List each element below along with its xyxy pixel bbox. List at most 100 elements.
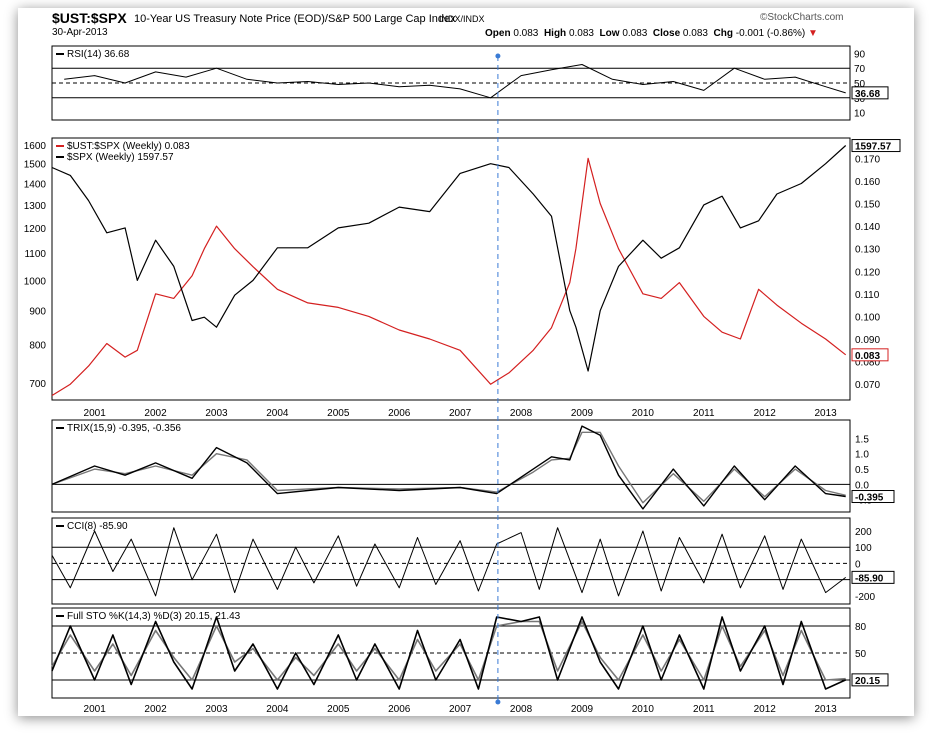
rsi-title: RSI(14) 36.68 xyxy=(67,49,130,60)
sto-current-tag-box xyxy=(851,673,889,687)
trix-tick-0.0: 0.0 xyxy=(855,480,869,491)
year-tick-top-2011: 2011 xyxy=(693,408,715,419)
year-tick-top-2010: 2010 xyxy=(632,408,655,419)
year-tick-top-2013: 2013 xyxy=(815,408,838,419)
year-tick-bottom-2010: 2010 xyxy=(632,704,655,715)
cci-title: CCI(8) -85.90 xyxy=(67,521,128,532)
price-right-tick-0.13: 0.130 xyxy=(855,245,880,256)
price-left-tick-1200: 1200 xyxy=(24,224,47,235)
trix-tick-1.5: 1.5 xyxy=(855,434,869,445)
close-label: Close xyxy=(652,28,681,39)
year-tick-bottom-2008: 2008 xyxy=(510,704,533,715)
year-tick-top-2005: 2005 xyxy=(327,408,350,419)
year-tick-top-2001: 2001 xyxy=(84,408,107,419)
year-tick-top-2009: 2009 xyxy=(571,408,594,419)
brand-label: ©StockCharts.com xyxy=(760,12,844,23)
year-tick-bottom-2006: 2006 xyxy=(388,704,411,715)
symbol-description: 10-Year US Treasury Note Price (EOD)/S&P… xyxy=(134,13,456,25)
spx-current-tag: 1597.57 xyxy=(855,142,892,153)
price-left-tick-900: 900 xyxy=(29,307,46,318)
rsi-tick-10: 10 xyxy=(854,109,866,120)
price-right-tick-0.16: 0.160 xyxy=(855,177,880,188)
price-left-tick-1300: 1300 xyxy=(24,201,47,212)
cci-line xyxy=(51,527,847,597)
year-tick-bottom-2004: 2004 xyxy=(266,704,289,715)
year-tick-top-2002: 2002 xyxy=(144,408,167,419)
cci-panel-frame xyxy=(51,517,851,605)
cci-current-tag-box xyxy=(851,570,895,584)
price-left-tick-1600: 1600 xyxy=(24,141,47,152)
price-left-tick-1100: 1100 xyxy=(24,249,46,260)
cci-tick-0: 0 xyxy=(855,559,861,570)
year-tick-bottom-2007: 2007 xyxy=(449,704,472,715)
trix-main-line xyxy=(51,425,846,510)
price-left-tick-1400: 1400 xyxy=(24,180,47,191)
ratio-current-tag-box xyxy=(851,348,889,362)
price-right-tick-0.12: 0.120 xyxy=(855,267,880,278)
price-panel-frame xyxy=(51,137,851,401)
high-value: 0.083 xyxy=(568,28,594,39)
year-tick-bottom-2011: 2011 xyxy=(693,704,715,715)
price-right-tick-0.11: 0.110 xyxy=(855,290,880,301)
chart-card xyxy=(18,8,914,716)
year-tick-top-2007: 2007 xyxy=(449,408,472,419)
trix-title: TRIX(15,9) -0.395, -0.356 xyxy=(67,423,181,434)
ratio-current-tag: 0.083 xyxy=(855,351,880,362)
sto-tick-80: 80 xyxy=(855,622,867,633)
date-marker-bottom-dot xyxy=(495,699,501,705)
exchange-label: INDX/INDX xyxy=(439,14,485,24)
sto-tick-50: 50 xyxy=(855,649,867,660)
date-label: 30-Apr-2013 xyxy=(52,27,108,38)
rsi-current-tag-box xyxy=(851,86,889,100)
year-tick-bottom-2003: 2003 xyxy=(205,704,228,715)
year-tick-bottom-2013: 2013 xyxy=(815,704,838,715)
year-tick-top-2008: 2008 xyxy=(510,408,533,419)
spx-legend-entry: $SPX (Weekly) 1597.57 xyxy=(67,152,174,163)
rsi-current-tag: 36.68 xyxy=(855,89,880,100)
close-value: 0.083 xyxy=(682,28,708,39)
year-tick-top-2006: 2006 xyxy=(388,408,411,419)
down-arrow-icon: ▼ xyxy=(808,28,818,39)
price-left-tick-1000: 1000 xyxy=(24,276,47,287)
price-right-tick-0.1: 0.100 xyxy=(855,312,880,323)
price-right-tick-0.07: 0.070 xyxy=(855,380,880,391)
date-marker-top-dot xyxy=(495,53,501,59)
rsi-tick-50: 50 xyxy=(854,79,866,90)
low-label: Low xyxy=(599,28,620,39)
ohlc-summary: Open 0.083 High 0.083 Low 0.083 Close 0.… xyxy=(485,28,818,39)
open-label: Open xyxy=(485,28,511,39)
year-tick-top-2004: 2004 xyxy=(266,408,289,419)
year-tick-bottom-2002: 2002 xyxy=(144,704,167,715)
low-value: 0.083 xyxy=(622,28,648,39)
chg-value: -0.001 (-0.86%) xyxy=(735,28,806,39)
cci-tick-200: 200 xyxy=(855,527,872,538)
price-left-tick-700: 700 xyxy=(29,379,46,390)
trix-current-tag: -0.395 xyxy=(855,493,884,504)
year-tick-top-2003: 2003 xyxy=(205,408,228,419)
ratio-legend-entry: $UST:$SPX (Weekly) 0.083 xyxy=(67,141,190,152)
trix-tick-1.0: 1.0 xyxy=(855,450,869,461)
price-right-tick-0.14: 0.140 xyxy=(855,222,880,233)
price-right-tick-0.08: 0.080 xyxy=(855,358,880,369)
year-tick-bottom-2001: 2001 xyxy=(84,704,107,715)
year-tick-bottom-2005: 2005 xyxy=(327,704,350,715)
year-tick-bottom-2009: 2009 xyxy=(571,704,594,715)
trix-tick-0.5: 0.5 xyxy=(855,465,869,476)
sto-title: Full STO %K(14,3) %D(3) 20.15, 21.43 xyxy=(67,611,241,622)
year-tick-bottom-2012: 2012 xyxy=(754,704,777,715)
high-label: High xyxy=(543,28,567,39)
price-right-tick-0.15: 0.150 xyxy=(855,200,880,211)
rsi-tick-70: 70 xyxy=(854,64,866,75)
price-right-tick-0.09: 0.090 xyxy=(855,335,880,346)
sto-k-line xyxy=(51,616,847,690)
brand-text: StockCharts.com xyxy=(767,12,844,23)
open-value: 0.083 xyxy=(513,28,539,39)
trix-current-tag-box xyxy=(851,490,895,504)
sto-current-tag: 20.15 xyxy=(855,676,880,687)
cci-tick-100: 100 xyxy=(855,543,872,554)
ratio-series-line xyxy=(51,157,847,397)
cci-current-tag: -85.90 xyxy=(855,573,884,584)
cci-tick--200: -200 xyxy=(855,592,875,603)
price-right-tick-0.17: 0.170 xyxy=(855,154,880,165)
